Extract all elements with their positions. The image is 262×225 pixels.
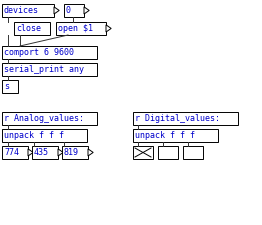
Polygon shape <box>54 7 59 14</box>
Text: 774: 774 <box>4 148 19 157</box>
Polygon shape <box>2 4 54 17</box>
Text: devices: devices <box>4 6 39 15</box>
Text: close: close <box>16 24 41 33</box>
Polygon shape <box>2 129 87 142</box>
Text: r Analog_values:: r Analog_values: <box>4 114 84 123</box>
Polygon shape <box>58 149 63 156</box>
Polygon shape <box>84 7 89 14</box>
Polygon shape <box>183 146 203 159</box>
Polygon shape <box>88 149 93 156</box>
Polygon shape <box>62 146 88 159</box>
Polygon shape <box>14 22 50 35</box>
Polygon shape <box>32 146 58 159</box>
Polygon shape <box>133 112 238 125</box>
Polygon shape <box>2 80 18 93</box>
Text: unpack f f f: unpack f f f <box>135 131 195 140</box>
Text: unpack f f f: unpack f f f <box>4 131 64 140</box>
Text: s: s <box>4 82 9 91</box>
Text: r Digital_values:: r Digital_values: <box>135 114 220 123</box>
Polygon shape <box>28 149 33 156</box>
Polygon shape <box>158 146 178 159</box>
Polygon shape <box>56 22 106 35</box>
Text: open $1: open $1 <box>58 24 93 33</box>
Text: 435: 435 <box>34 148 49 157</box>
Polygon shape <box>2 112 97 125</box>
Polygon shape <box>2 46 97 59</box>
Polygon shape <box>2 146 28 159</box>
Polygon shape <box>2 63 97 76</box>
Text: 819: 819 <box>64 148 79 157</box>
Text: serial_print any: serial_print any <box>4 65 84 74</box>
Polygon shape <box>106 25 111 32</box>
Text: 0: 0 <box>66 6 71 15</box>
Polygon shape <box>64 4 84 17</box>
Polygon shape <box>133 146 153 159</box>
Text: comport 6 9600: comport 6 9600 <box>4 48 74 57</box>
Polygon shape <box>133 129 218 142</box>
